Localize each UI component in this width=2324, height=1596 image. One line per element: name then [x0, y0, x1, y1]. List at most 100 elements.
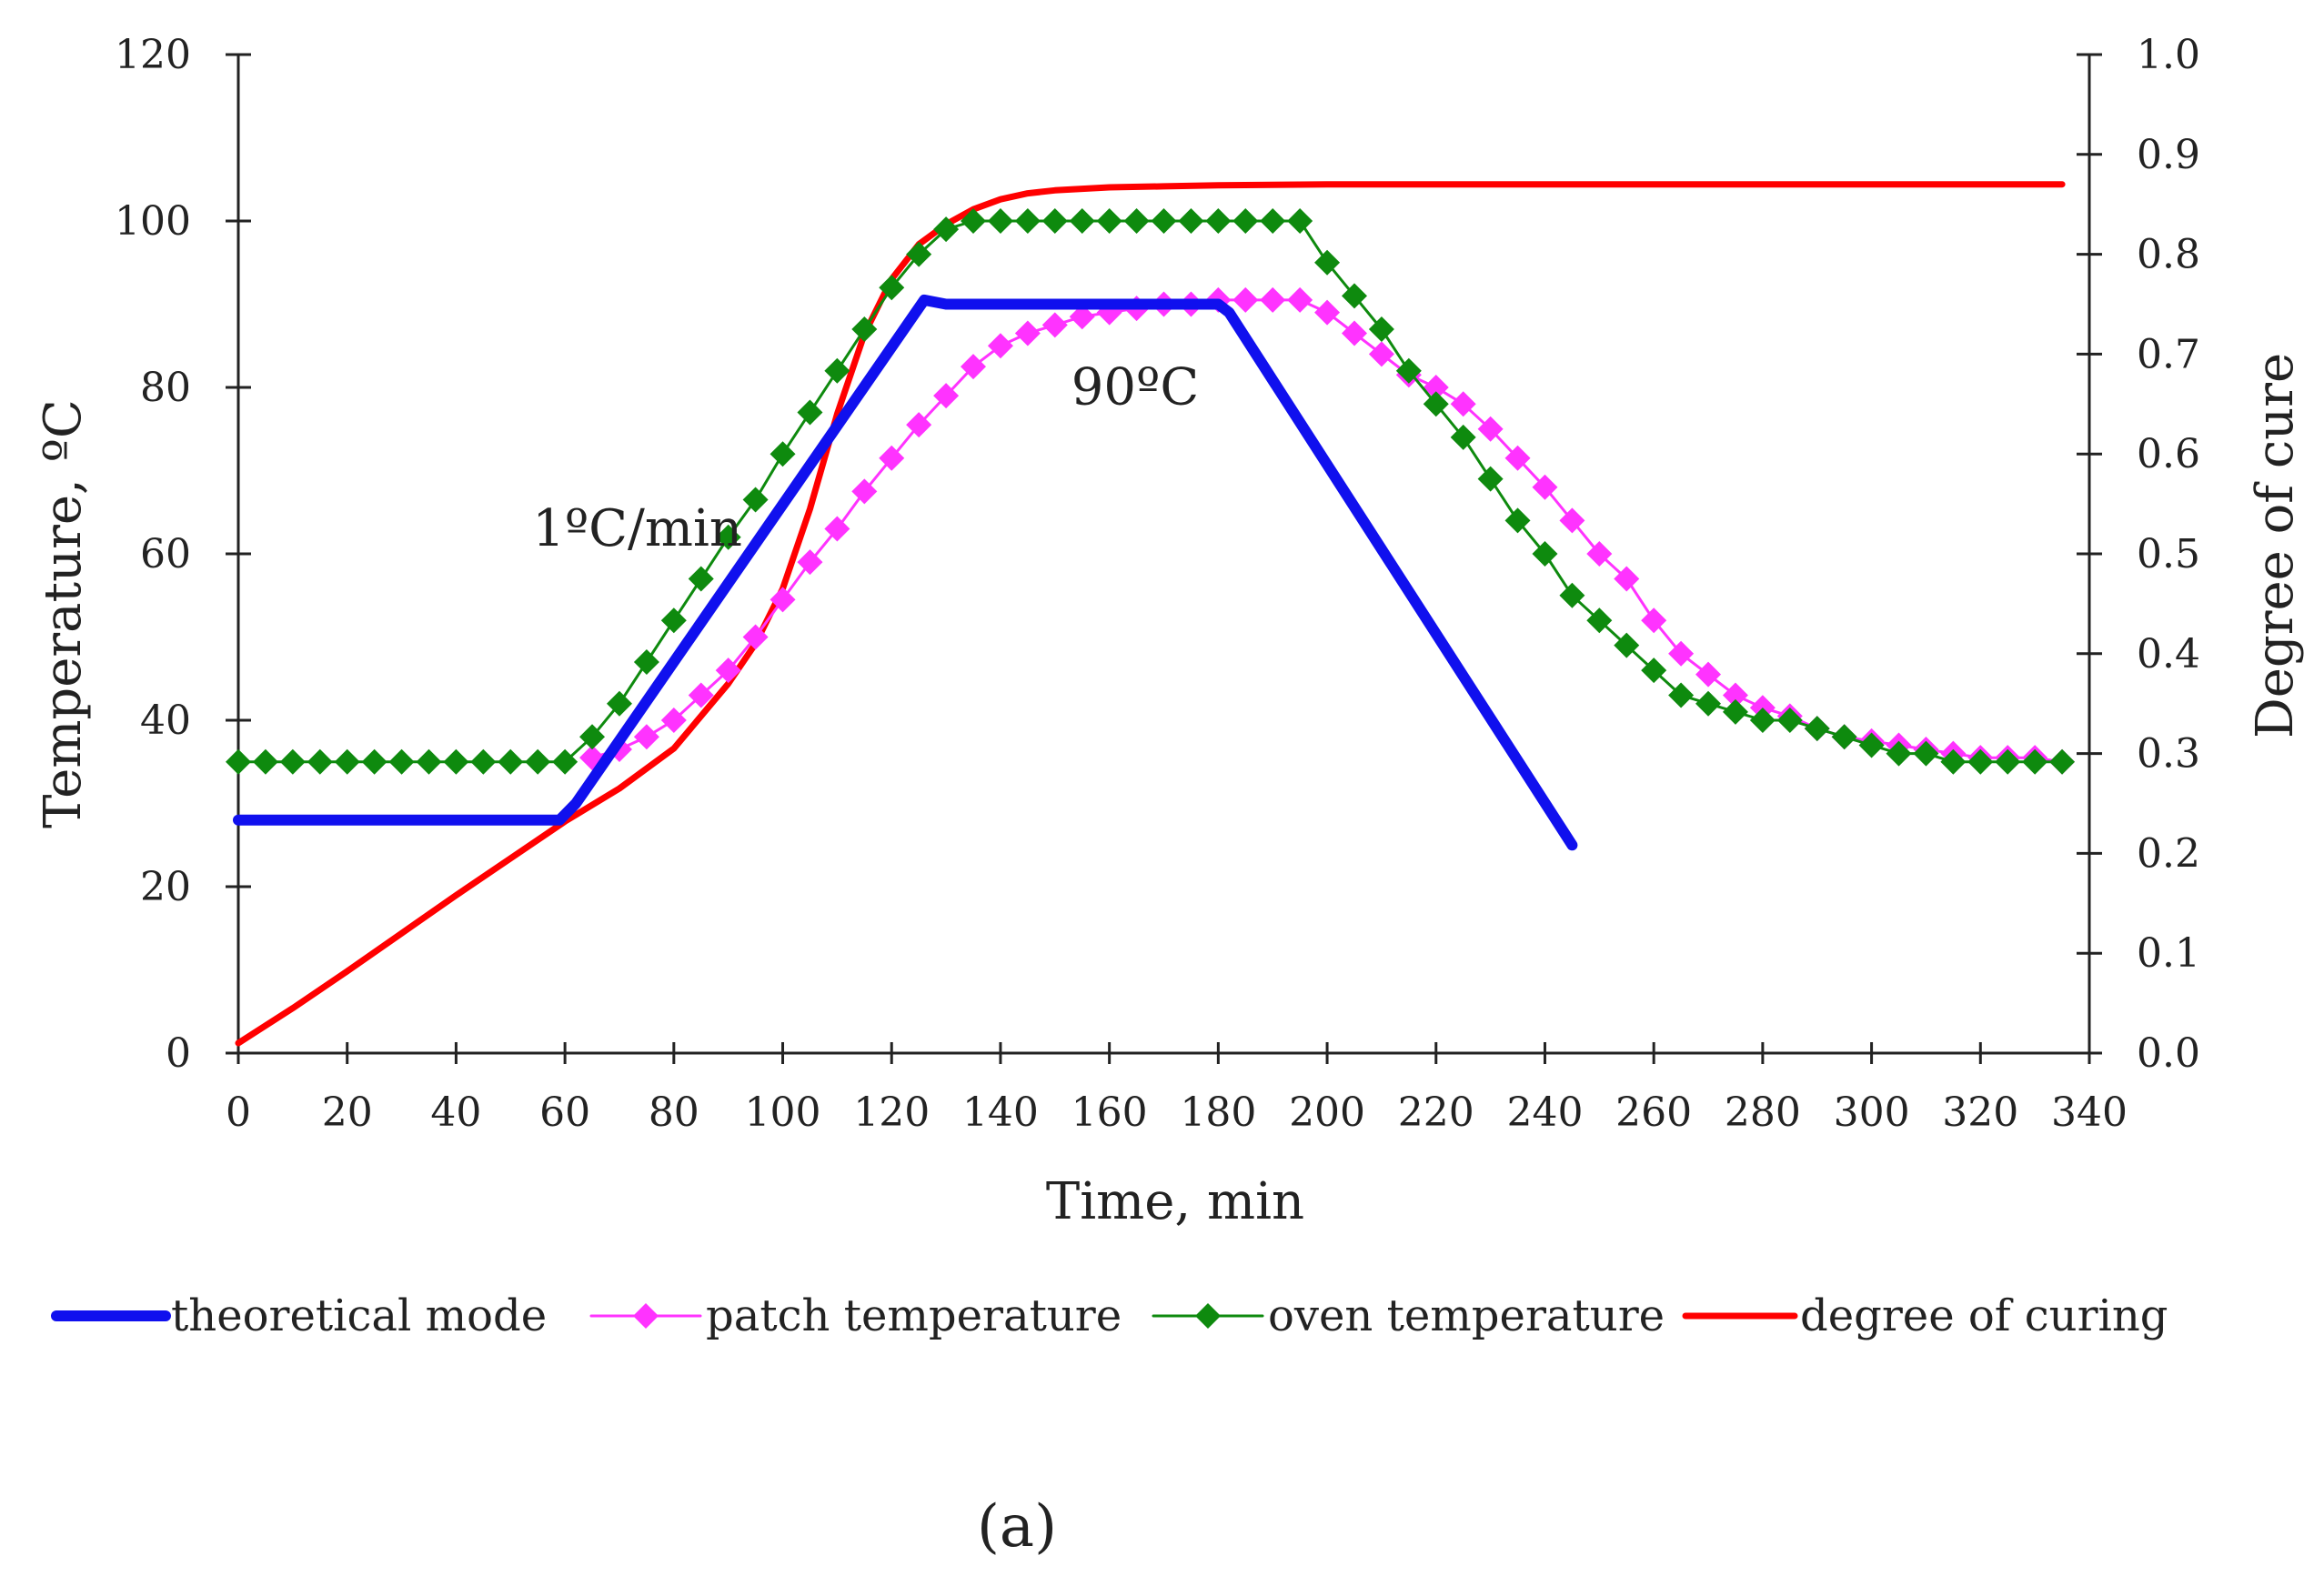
oven-temperature-point	[1069, 208, 1095, 234]
oven-temperature-point	[1913, 740, 1939, 767]
patch-temperature-point	[1614, 566, 1640, 592]
patch-temperature-point	[1477, 416, 1504, 442]
oven-temperature-point	[1804, 716, 1830, 742]
y-tick-label: 40	[140, 698, 191, 744]
oven-temperature-point	[226, 748, 251, 775]
oven-temperature-point	[1260, 208, 1286, 234]
x-tick-label: 140	[962, 1089, 1039, 1136]
oven-temperature-point	[1504, 507, 1531, 534]
y-tick-label: 60	[140, 531, 191, 577]
oven-temperature-point	[1205, 208, 1232, 234]
x-tick-label: 200	[1289, 1089, 1365, 1136]
x-tick-label: 280	[1725, 1089, 1801, 1136]
oven-temperature-point	[470, 748, 497, 775]
y-tick-label: 0	[166, 1030, 191, 1077]
oven-temperature-point	[416, 748, 442, 775]
oven-temperature-point	[1749, 708, 1776, 733]
oven-temperature-point	[2049, 748, 2076, 775]
patch-temperature-point	[906, 412, 932, 438]
oven-temperature-point	[1423, 391, 1449, 417]
y-tick-label: 120	[115, 32, 191, 78]
y-tick-label: 20	[140, 864, 191, 910]
legend-marker-oven-temperature	[1195, 1303, 1221, 1329]
oven-temperature-point	[879, 275, 905, 301]
y2-tick-label: 0.1	[2137, 930, 2200, 977]
patch-temperature-point	[1668, 640, 1695, 667]
y2-tick-label: 0.8	[2137, 232, 2200, 278]
oven-temperature-point	[1886, 740, 1912, 767]
x-tick-label: 100	[745, 1089, 821, 1136]
oven-temperature-point	[1858, 732, 1885, 758]
oven-temperature-point	[334, 748, 360, 775]
patch-temperature-point	[1069, 304, 1095, 330]
patch-temperature-point	[1314, 299, 1341, 326]
patch-temperature-point	[715, 657, 741, 684]
patch-temperature-point	[1586, 541, 1613, 567]
patch-temperature-point	[879, 445, 905, 471]
legend-label-patch-temperature: patch temperature	[706, 1290, 1122, 1341]
oven-temperature-point	[770, 441, 796, 467]
annotations: 1ºC/min 90ºC	[532, 357, 1199, 558]
oven-temperature-point	[307, 748, 333, 775]
oven-temperature-point	[1776, 708, 1803, 733]
oven-temperature-point	[906, 241, 932, 267]
oven-temperature-point	[1940, 748, 1967, 775]
y2-tick-label: 0.4	[2137, 631, 2200, 678]
patch-temperature-point	[933, 383, 960, 409]
y-axis-title: Temperature, ºC	[34, 399, 93, 828]
patch-temperature-point	[1532, 474, 1558, 500]
patch-temperature-point	[961, 354, 987, 380]
oven-temperature-point	[1668, 682, 1695, 708]
theoretical-mode-line	[233, 294, 1578, 851]
degree-of-curing-line	[235, 181, 2066, 1047]
patch-temperature-point	[633, 724, 659, 750]
oven-temperature-point	[498, 748, 524, 775]
oven-temperature-point	[715, 524, 741, 550]
legend-label-theoretical-mode: theoretical mode	[171, 1290, 547, 1341]
x-tick-label: 220	[1398, 1089, 1474, 1136]
patch-temperature-point	[1559, 507, 1585, 534]
panel-label: (a)	[977, 1493, 1057, 1561]
patch-temperature-point	[824, 516, 850, 542]
oven-temperature-point	[1368, 316, 1394, 342]
oven-temperature-point	[633, 648, 659, 675]
patch-temperature-point	[1341, 320, 1367, 346]
oven-temperature-point	[1123, 208, 1150, 234]
x-tick-label: 80	[649, 1089, 699, 1136]
x-tick-label: 40	[430, 1089, 481, 1136]
x-tick-label: 20	[322, 1089, 373, 1136]
oven-temperature-point	[1532, 541, 1558, 567]
oven-temperature-point	[1041, 208, 1068, 234]
oven-temperature-point	[1232, 208, 1259, 234]
patch-temperature-point	[1041, 312, 1068, 338]
oven-temperature-point	[1151, 208, 1177, 234]
oven-temperature-point	[987, 208, 1013, 234]
x-tick-label: 340	[2051, 1089, 2128, 1136]
x-axis-title: Time, min	[1046, 1172, 1304, 1231]
oven-temperature-point	[252, 748, 278, 775]
patch-temperature-point	[742, 624, 769, 650]
oven-temperature-point	[688, 566, 714, 592]
oven-temperature-point	[1695, 690, 1722, 717]
oven-temperature-point	[1831, 724, 1857, 750]
patch-temperature-point	[851, 478, 878, 505]
legend-marker-patch-temperature	[633, 1303, 659, 1329]
y2-tick-label: 1.0	[2137, 32, 2200, 78]
oven-temperature-point	[1178, 208, 1204, 234]
oven-temperature-point	[824, 357, 850, 384]
x-tick-label: 160	[1071, 1089, 1148, 1136]
patch-temperature-point	[1423, 375, 1449, 400]
x-tick-label: 120	[853, 1089, 930, 1136]
x-tick-label: 240	[1506, 1089, 1583, 1136]
oven-temperature-point	[1014, 208, 1041, 234]
patch-temperature-point	[1232, 286, 1259, 313]
y-tick-label: 80	[140, 365, 191, 411]
patch-temperature-point	[1641, 607, 1667, 634]
oven-temperature-point	[1967, 748, 1994, 775]
patch-temperature-point	[987, 333, 1013, 359]
series-group	[226, 181, 2076, 1047]
patch-temperature-point	[688, 682, 714, 708]
patch-temperature-point	[1287, 286, 1313, 313]
y-tick-label: 100	[115, 198, 191, 245]
oven-temperature-point	[579, 724, 606, 750]
